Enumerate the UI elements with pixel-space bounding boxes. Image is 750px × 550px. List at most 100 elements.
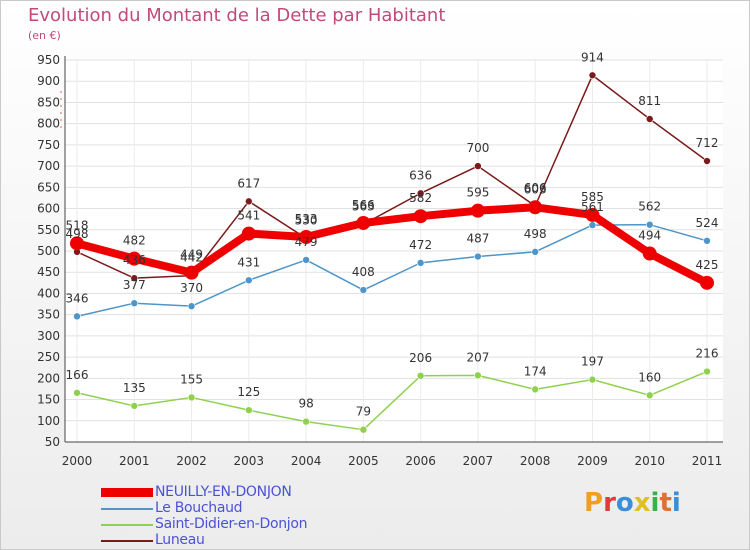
data-point	[703, 237, 711, 245]
data-label: 442	[180, 251, 203, 265]
data-label: 498	[66, 227, 89, 241]
y-tick-label: 850	[37, 95, 60, 109]
data-label: 914	[581, 50, 604, 64]
y-tick-label: 550	[37, 223, 60, 237]
data-point	[416, 259, 425, 267]
data-point	[700, 275, 714, 290]
brand-letter: x	[633, 488, 651, 518]
data-label: 606	[524, 181, 547, 195]
y-tick-label: 200	[37, 371, 60, 385]
data-point	[130, 299, 139, 308]
data-point	[703, 367, 711, 376]
data-point	[531, 385, 539, 394]
y-tick-label: 350	[37, 308, 60, 322]
y-tick-label: 700	[37, 159, 60, 173]
data-point	[245, 197, 253, 206]
data-point	[531, 248, 539, 256]
y-tick-label: 600	[37, 202, 60, 216]
data-point	[130, 402, 139, 410]
x-tick-label: 2005	[348, 454, 379, 468]
legend-item-neuilly: NEUILLY-EN-DONJON	[101, 484, 361, 501]
data-label: 166	[66, 368, 89, 382]
x-tick-label: 2000	[62, 454, 93, 468]
data-point	[73, 312, 81, 321]
data-label: 562	[638, 200, 661, 214]
data-point	[588, 375, 597, 384]
data-point	[245, 276, 253, 285]
chart-title: Evolution du Montant de la Dette par Hab…	[28, 5, 446, 26]
data-label: 408	[352, 265, 375, 279]
data-point	[359, 425, 368, 434]
data-label: 377	[123, 278, 146, 292]
legend-label-luneau: Luneau	[155, 532, 205, 548]
legend: NEUILLY-EN-DONJON Le Bouchaud Saint-Didi…	[101, 484, 361, 549]
y-tick-label: 250	[37, 350, 60, 364]
data-point	[703, 157, 711, 165]
data-point	[588, 71, 597, 80]
data-label: 472	[409, 238, 432, 252]
data-point	[130, 274, 139, 282]
data-label: 498	[524, 227, 547, 241]
brand-letter: i	[650, 488, 660, 518]
data-label: 566	[352, 198, 375, 212]
legend-label-neuilly: NEUILLY-EN-DONJON	[155, 484, 292, 500]
data-label: 206	[409, 351, 432, 365]
series-line	[76, 370, 708, 431]
data-point	[474, 371, 482, 380]
data-label: 160	[638, 370, 661, 384]
data-point	[359, 286, 368, 294]
y-tick-label: 150	[37, 393, 60, 407]
series-line	[73, 203, 711, 287]
x-tick-label: 2004	[291, 454, 322, 468]
x-tick-label: 2008	[520, 454, 551, 468]
data-label: 436	[123, 253, 146, 267]
data-label: 617	[237, 176, 260, 190]
y-tick-label: 100	[37, 414, 60, 428]
data-point	[299, 229, 314, 244]
legend-label-bouchaud: Le Bouchaud	[155, 500, 243, 516]
legend-swatch-neuilly	[101, 488, 153, 497]
data-point	[187, 393, 196, 402]
x-tick-label: 2011	[692, 454, 723, 468]
data-label: 197	[581, 355, 604, 369]
data-label: 431	[237, 255, 260, 269]
x-tick-label: 2007	[463, 454, 494, 468]
data-point	[642, 246, 657, 261]
data-label: 582	[409, 191, 432, 205]
data-point	[245, 406, 253, 414]
data-point	[416, 189, 425, 198]
data-label: 603	[524, 182, 547, 196]
data-label: 482	[123, 234, 146, 248]
data-point	[184, 265, 199, 280]
data-point	[70, 236, 84, 251]
data-label: 155	[180, 372, 203, 386]
data-label: 541	[237, 209, 260, 223]
x-tick-label: 2001	[119, 454, 150, 468]
data-point	[528, 200, 543, 215]
data-label: 700	[466, 141, 489, 155]
brand-letter: r	[603, 488, 616, 518]
data-label: 712	[696, 136, 719, 150]
data-point	[302, 256, 310, 264]
chart-unit: (en €)	[28, 29, 61, 42]
data-point	[645, 115, 654, 123]
y-tick-label: 750	[37, 138, 60, 152]
y-tick-label: 450	[37, 265, 60, 279]
x-tick-label: 2002	[176, 454, 207, 468]
brand-logo: Proxiti	[584, 488, 681, 518]
x-tick-label: 2009	[577, 454, 608, 468]
legend-item-bouchaud: Le Bouchaud	[101, 500, 361, 517]
legend-swatch-bouchaud	[101, 508, 153, 510]
data-label: 530	[295, 213, 318, 227]
data-point	[187, 302, 196, 310]
legend-swatch-saint-didier	[101, 524, 153, 526]
data-point	[474, 162, 482, 170]
data-point	[585, 207, 600, 222]
y-tick-label: 900	[37, 74, 60, 88]
y-tick-label: 500	[37, 244, 60, 258]
data-point	[302, 417, 310, 426]
data-label: 524	[696, 216, 719, 230]
data-label: 811	[638, 94, 661, 108]
